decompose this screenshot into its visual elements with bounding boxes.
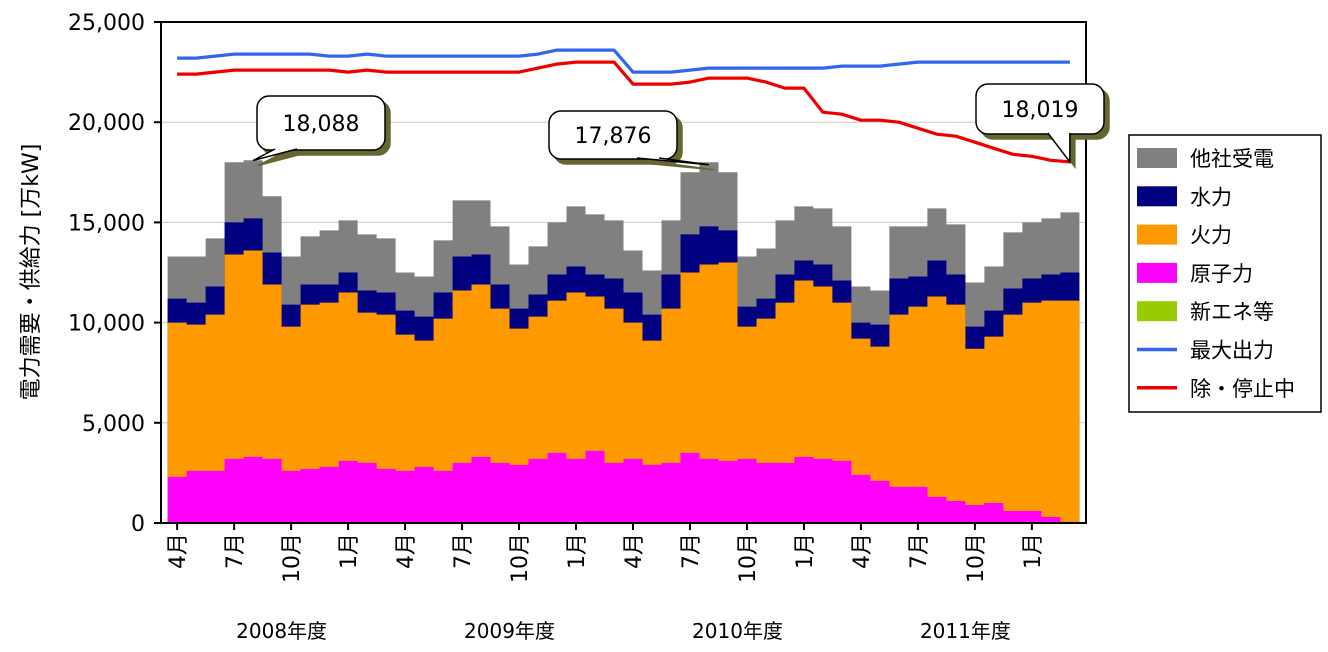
- callout-box: [256, 95, 386, 151]
- x-tick-label: 1月: [793, 533, 818, 569]
- legend-swatch: [1137, 224, 1177, 245]
- callout-shadow-tail: [641, 162, 715, 171]
- fiscal-year-label: 2009年度: [464, 619, 555, 643]
- x-axis: 4月 7月 10月 1月 4月 7月 10月 1月 4月 7月 10月 1月 4月 7月 10月 1月 2008…: [166, 523, 1046, 643]
- x-tick-label: 10月: [508, 533, 533, 583]
- fiscal-year-label: 2011年度: [920, 619, 1011, 643]
- callout-box-tail: [252, 148, 298, 162]
- legend-swatch: [1137, 186, 1177, 207]
- x-tick-label: 1月: [337, 533, 362, 569]
- fiscal-year-label: 2010年度: [692, 619, 783, 643]
- legend-label: 火力: [1190, 224, 1232, 248]
- x-tick-label: 4月: [850, 533, 875, 569]
- legend-swatch: [1137, 148, 1177, 168]
- x-tick-label: 1月: [1021, 533, 1046, 569]
- x-tick-label: 4月: [394, 533, 419, 569]
- callout: 18,019: [975, 83, 1110, 170]
- x-tick-label: 7月: [679, 533, 704, 569]
- legend-label: 原子力: [1190, 262, 1253, 286]
- y-tick-label: 10,000: [68, 312, 145, 337]
- callout: 18,088: [252, 95, 391, 167]
- legend-label: 他社受電: [1190, 147, 1274, 171]
- y-tick-label: 25,000: [68, 11, 145, 36]
- y-tick-label: 5,000: [82, 412, 145, 437]
- x-tick-label: 1月: [565, 533, 590, 569]
- callout-box-tail: [1047, 132, 1071, 165]
- callout-label: 18,019: [1002, 98, 1079, 123]
- x-tick-label: 7月: [451, 533, 476, 569]
- legend-swatch: [1137, 262, 1177, 283]
- x-tick-label: 10月: [736, 533, 761, 583]
- line-最大出力: [177, 48, 1070, 74]
- legend-label: 水力: [1190, 185, 1232, 209]
- callout-shadow-tail: [257, 153, 303, 167]
- y-tick-label: 0: [131, 512, 145, 537]
- legend-label: 除・停止中: [1190, 377, 1295, 401]
- lines: [177, 48, 1071, 164]
- area-火力: [167, 250, 1080, 523]
- callout-box: [548, 110, 678, 160]
- plot-area-border: [160, 21, 1087, 524]
- callout: 17,876: [548, 110, 715, 171]
- legend-swatch: [1137, 301, 1177, 322]
- x-tick-label: 10月: [280, 533, 305, 583]
- callouts: 18,088 17,876 18,019: [252, 83, 1110, 171]
- line-除・停止中: [177, 60, 1071, 164]
- legend-label: 新エネ等: [1190, 300, 1274, 324]
- y-tick-label: 20,000: [68, 111, 145, 136]
- x-tick-label: 10月: [964, 533, 989, 583]
- callout-label: 18,088: [283, 112, 360, 137]
- callout-label: 17,876: [575, 124, 652, 149]
- x-tick-label: 4月: [166, 533, 191, 569]
- area-原子力: [167, 450, 1080, 523]
- x-tick-label: 4月: [622, 533, 647, 569]
- x-tick-label: 7月: [907, 533, 932, 569]
- x-tick-label: 7月: [223, 533, 248, 569]
- legend-label: 最大出力: [1190, 339, 1274, 363]
- fiscal-year-label: 2008年度: [236, 619, 327, 643]
- y-tick-label: 15,000: [68, 211, 145, 236]
- stacked-areas: [167, 160, 1080, 524]
- callout-box-tail: [636, 157, 710, 166]
- y-axis-label: 電力需要・供給力 [万kW]: [19, 144, 44, 401]
- y-axis: 0 5,000 10,000 15,000 20,000 25,000: [68, 11, 161, 537]
- callout-box: [975, 83, 1105, 135]
